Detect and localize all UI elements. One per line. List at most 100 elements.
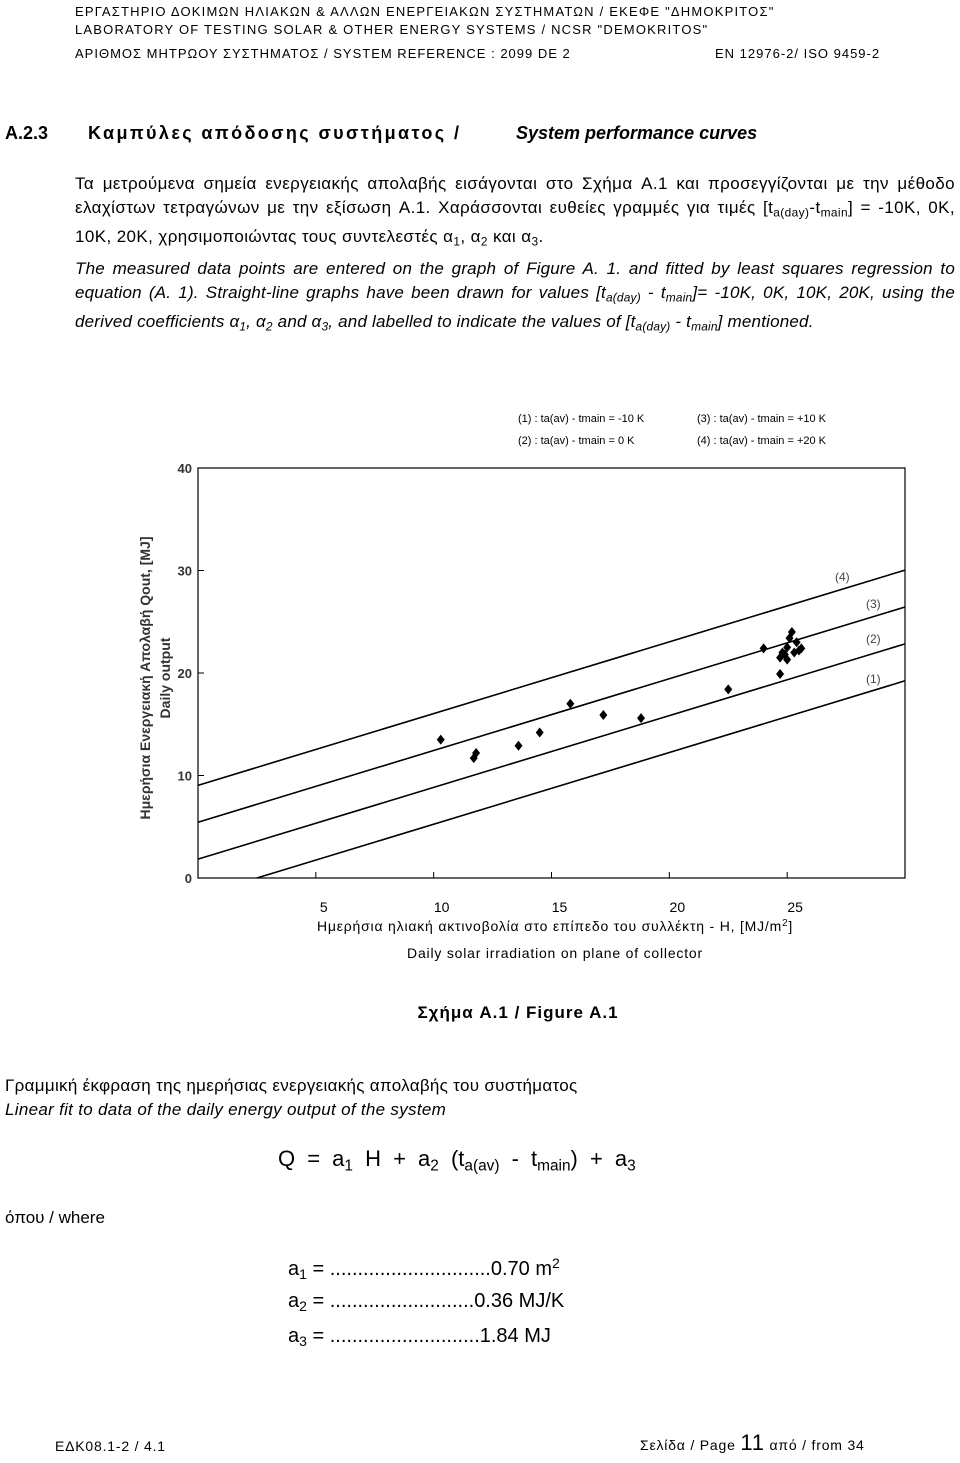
of-label: από / from xyxy=(769,1437,843,1453)
text-run: Q = a xyxy=(278,1146,345,1171)
text-run: - t xyxy=(670,311,692,331)
y-tick-label: 0 xyxy=(185,871,192,886)
text-run: = ..........................0.36 MJ/K xyxy=(306,1290,565,1312)
figure-caption: Σχήμα A.1 / Figure A.1 xyxy=(417,1003,619,1022)
y-axis-label: Daily output xyxy=(157,637,173,718)
x-tick-label: 20 xyxy=(670,899,686,915)
subscript: 1 xyxy=(344,1157,353,1175)
page-total: 34 xyxy=(847,1437,865,1453)
fit-line xyxy=(197,569,906,787)
text-run: a xyxy=(288,1325,300,1347)
where-label: όπου / where xyxy=(5,1208,105,1227)
legend-entry: (3) : ta(av) - tmain = +10 K xyxy=(697,413,827,425)
paragraph: Τα μετρούμενα σημεία ενεργειακής απολαβή… xyxy=(75,172,955,253)
fit-line xyxy=(197,643,906,860)
y-tick-label: 20 xyxy=(178,666,192,681)
data-point xyxy=(783,642,792,653)
text-run: -t xyxy=(809,198,821,217)
data-point xyxy=(792,637,801,648)
subscript: 1 xyxy=(453,234,461,249)
subscript: 2 xyxy=(299,1298,307,1315)
coefficient: a2 = ..........................0.36 MJ/K xyxy=(288,1290,564,1314)
data-point xyxy=(787,627,796,637)
page-number: 11 xyxy=(740,1430,765,1455)
y-tick-label: 10 xyxy=(178,769,192,784)
text-run: and α xyxy=(272,311,322,331)
subscript: 3 xyxy=(531,234,539,249)
formula: Q = a1 H + a2 (ta(av) - tmain) + a3 xyxy=(278,1146,636,1176)
y-tick-label: 40 xyxy=(178,461,192,476)
text-run: ) + a xyxy=(570,1146,628,1171)
text-run: a xyxy=(288,1290,300,1312)
subscript: a(av) xyxy=(464,1157,500,1175)
plot-frame xyxy=(197,467,906,879)
subscript: 3 xyxy=(321,319,329,334)
header-line: LABORATORY OF TESTING SOLAR & OTHER ENER… xyxy=(75,22,709,37)
data-point xyxy=(759,643,768,654)
section-number: A.2.3 xyxy=(5,123,49,143)
text-run: . xyxy=(538,226,544,246)
fit-line xyxy=(256,680,906,879)
text-run: ] mentioned. xyxy=(717,311,814,331)
coefficient: a1 = .............................0.70 m… xyxy=(288,1255,560,1282)
text-run: - t xyxy=(640,283,666,302)
text-run: , α xyxy=(246,311,266,331)
subscript: main xyxy=(820,205,848,220)
y-axis-label: Ημερήσια Ενεργειακή Απολαβή Qout, [MJ] xyxy=(137,537,153,820)
supscript: 2 xyxy=(552,1255,560,1271)
x-tick-label: 15 xyxy=(552,899,568,915)
subscript: 3 xyxy=(299,1333,307,1350)
x-tick-label: 10 xyxy=(434,899,450,915)
x-tick-label: 25 xyxy=(787,899,803,915)
data-point xyxy=(783,654,792,665)
data-point xyxy=(776,669,785,680)
legend-entry: (1) : ta(av) - tmain = -10 K xyxy=(518,413,645,425)
section-title: System performance curves xyxy=(516,123,758,143)
data-point xyxy=(599,710,608,721)
line-label: (3) xyxy=(866,597,881,611)
subscript: a(day) xyxy=(635,319,671,334)
text-run: , α xyxy=(460,226,481,246)
subscript: 2 xyxy=(480,234,488,249)
data-point xyxy=(724,684,733,695)
text-run: και α xyxy=(487,226,532,246)
line-label: (4) xyxy=(835,570,850,584)
section-title: Καμπύλες απόδοσης συστήματος / xyxy=(88,123,462,143)
footer-document: ΕΔΚ08.1-2 / 4.1 xyxy=(55,1438,166,1454)
x-axis-label: Daily solar irradiation on plane of coll… xyxy=(407,945,703,961)
data-point xyxy=(514,740,523,751)
page-label: Σελίδα / Page xyxy=(640,1437,736,1453)
text-run: = ...........................1.84 MJ xyxy=(306,1325,551,1347)
x-axis-label: Ημερήσια ηλιακή ακτινοβολία στο επίπεδο … xyxy=(300,918,810,934)
line-label: (2) xyxy=(866,632,881,646)
chart: 0 10 20 30 40 5 10 15 20 25 Ημερήσια Ενεργειακή Απ… xyxy=(137,413,906,915)
subscript: main xyxy=(537,1157,571,1175)
fit-title: Linear fit to data of the daily energy o… xyxy=(5,1100,447,1119)
data-point xyxy=(797,643,806,654)
text-run: The measured data points are entered on … xyxy=(75,259,955,302)
data-point xyxy=(535,727,544,738)
text-run: - t xyxy=(499,1146,538,1171)
data-point xyxy=(472,747,481,758)
text-run: (t xyxy=(438,1146,465,1171)
line-label: (1) xyxy=(866,672,881,686)
subscript: 2 xyxy=(430,1157,439,1175)
legend-entry: (2) : ta(av) - tmain = 0 K xyxy=(518,435,635,447)
x-tick-label: 5 xyxy=(320,899,328,915)
text-run: ]= -10K, 0K, 10K, 20K, using the derived… xyxy=(75,283,955,331)
text-run: ] xyxy=(788,918,794,934)
subscript: main xyxy=(691,319,718,334)
text-run: Τα μετρούμενα σημεία ενεργειακής απολαβή… xyxy=(75,174,955,217)
text-run: H + a xyxy=(352,1146,431,1171)
text-run: Ημερήσια ηλιακή ακτινοβολία στο επίπεδο … xyxy=(316,918,783,934)
header-reference: ΑΡΙΘΜΟΣ ΜΗΤΡΩΟΥ ΣΥΣΤΗΜΑΤΟΣ / SYSTEM REFE… xyxy=(75,46,571,61)
y-tick-label: 30 xyxy=(178,564,192,579)
subscript: 1 xyxy=(299,1266,307,1283)
paragraph: The measured data points are entered on … xyxy=(75,257,955,338)
header-standard: EN 12976-2/ ISO 9459-2 xyxy=(715,46,881,61)
subscript: 1 xyxy=(239,319,247,334)
coefficient: a3 = ...........................1.84 MJ xyxy=(288,1325,551,1349)
supscript: 2 xyxy=(782,918,789,930)
subscript: main xyxy=(665,290,693,305)
